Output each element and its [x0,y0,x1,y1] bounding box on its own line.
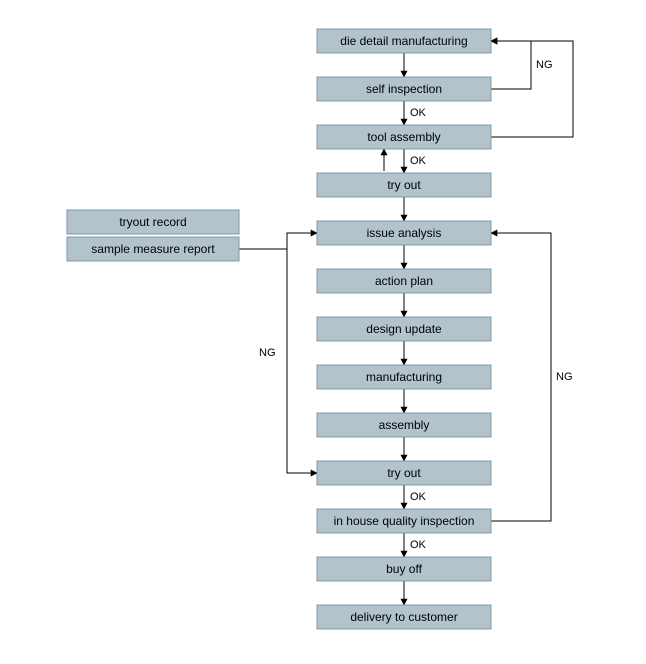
edge-label: OK [410,155,427,167]
flow-node-label: tool assembly [367,130,440,144]
edge-label: OK [410,539,427,551]
flow-node-s1: tryout record [67,210,239,234]
flow-node-label: manufacturing [366,370,442,384]
flow-node-label: design update [366,322,442,336]
connector [287,233,317,473]
flow-node-n8: manufacturing [317,365,491,389]
edge-label: OK [410,107,427,119]
flow-node-n3: tool assembly [317,125,491,149]
flow-node-label: try out [387,466,421,480]
flow-node-n9: assembly [317,413,491,437]
flow-node-label: delivery to customer [350,610,457,624]
flow-node-label: tryout record [119,215,186,229]
flow-node-n1: die detail manufacturing [317,29,491,53]
flow-node-n2: self inspection [317,77,491,101]
nodes: die detail manufacturing self inspection t… [67,29,491,629]
flow-node-label: die detail manufacturing [340,34,467,48]
flow-node-n4: try out [317,173,491,197]
edge-label: NG [556,371,573,383]
flow-node-n13: delivery to customer [317,605,491,629]
flow-node-n5: issue analysis [317,221,491,245]
flow-node-label: in house quality inspection [334,514,475,528]
flow-node-label: action plan [375,274,433,288]
connector [239,233,317,249]
flowchart: OK OK OK OK NG NG NG die detail manufacturing se… [0,0,646,664]
flow-node-label: try out [387,178,421,192]
edge-label: OK [410,491,427,503]
flow-node-n11: in house quality inspection [317,509,491,533]
connector [491,41,531,89]
flow-node-label: self inspection [366,82,442,96]
flow-node-s2: sample measure report [67,237,239,261]
flow-node-label: assembly [379,418,430,432]
flow-node-label: sample measure report [91,242,215,256]
edge-label: NG [259,347,276,359]
flow-node-n7: design update [317,317,491,341]
flow-node-label: buy off [386,562,422,576]
connector [491,233,551,521]
flow-node-label: issue analysis [367,226,442,240]
edge-label: NG [536,59,553,71]
flow-node-n10: try out [317,461,491,485]
flow-node-n6: action plan [317,269,491,293]
flow-node-n12: buy off [317,557,491,581]
